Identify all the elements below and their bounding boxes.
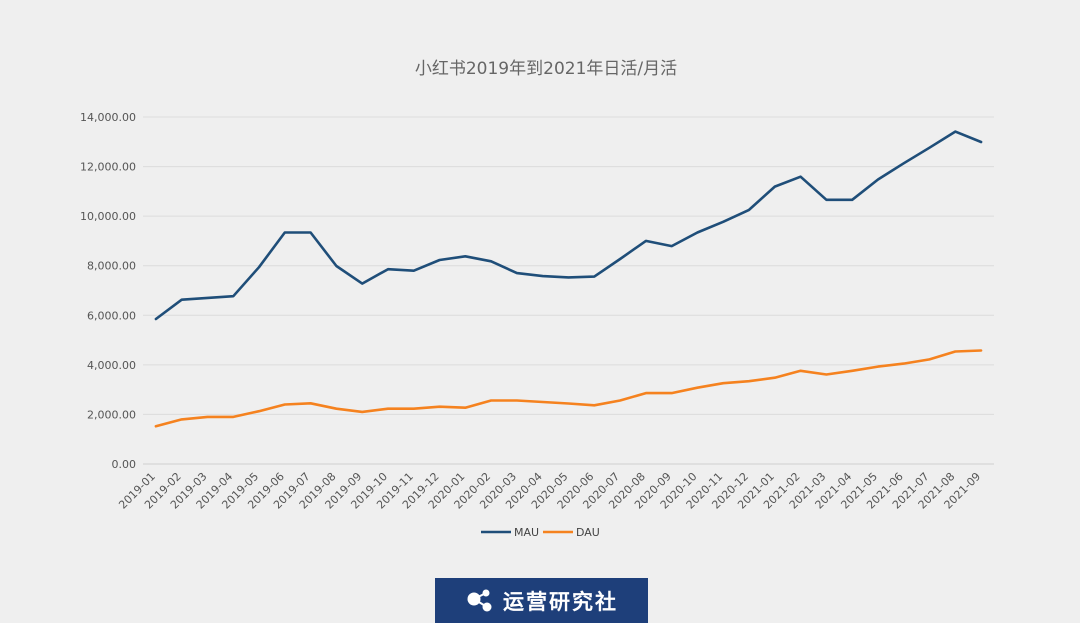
y-tick-label: 2,000.00 <box>87 408 136 421</box>
brand-name: 运营研究社 <box>503 589 618 614</box>
chart-title: 小红书2019年到2021年日活/月活 <box>415 59 677 79</box>
y-axis-ticks: 0.00 2,000.00 4,000.00 6,000.00 8,000.00 10,0… <box>80 111 136 471</box>
x-axis-ticks: 2019-012019-022019-032019-042019-052019-… <box>116 470 983 512</box>
y-tick-label: 6,000.00 <box>87 309 136 322</box>
gridlines <box>143 116 994 465</box>
brand-badge: 运营研究社 <box>435 578 648 623</box>
y-tick-label: 0.00 <box>112 458 137 471</box>
share-nodes-icon <box>465 588 495 614</box>
y-tick-label: 14,000.00 <box>80 111 136 124</box>
series-line-dau <box>154 349 983 428</box>
y-tick-label: 8,000.00 <box>87 260 136 273</box>
line-chart: 小红书2019年到2021年日活/月活 0.00 2,000.00 4,000.00… <box>80 59 994 539</box>
legend-label-mau: MAU <box>514 526 539 539</box>
y-tick-label: 4,000.00 <box>87 359 136 372</box>
legend-label-dau: DAU <box>576 526 600 539</box>
y-tick-label: 10,000.00 <box>80 210 136 223</box>
series-line-mau <box>154 130 983 321</box>
series-lines <box>154 130 983 428</box>
legend: MAU DAU <box>481 526 600 539</box>
y-tick-label: 12,000.00 <box>80 161 136 174</box>
